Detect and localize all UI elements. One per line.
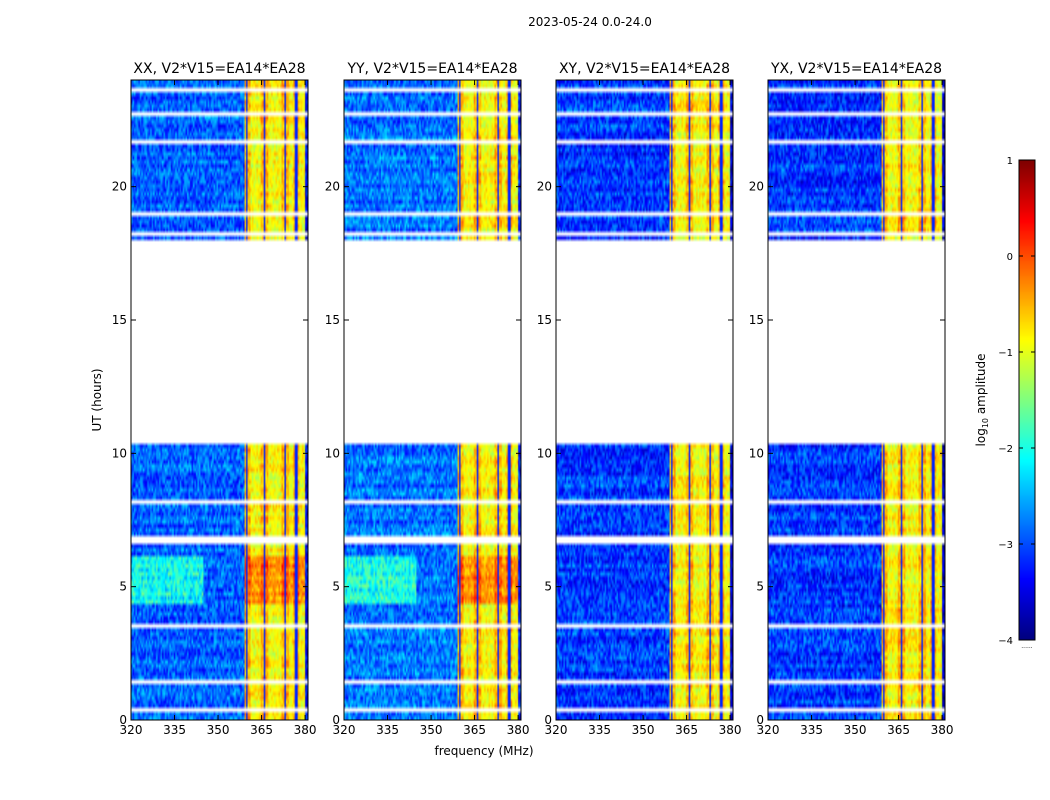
x-tick-label: 350: [207, 723, 230, 737]
x-tick-label: 350: [420, 723, 443, 737]
heatmap-image-1: [131, 80, 308, 720]
x-tick-label: 365: [250, 723, 273, 737]
y-tick-label: 20: [537, 180, 552, 194]
colorbar-tick-label: −1: [998, 348, 1013, 359]
y-tick-label: 10: [749, 446, 764, 460]
x-tick-label: 350: [632, 723, 655, 737]
panel-4: YX, V2*V15=EA14*EA28 320 335 350 365 380 0 5 10 1…: [749, 61, 954, 737]
x-tick-label: 320: [757, 723, 780, 737]
colorbar-label: log10 amplitude: [974, 354, 990, 447]
panel-title: XY, V2*V15=EA14*EA28: [559, 61, 730, 77]
y-tick-label: 5: [332, 580, 340, 594]
x-tick-label: 320: [333, 723, 356, 737]
y-tick-label: 20: [112, 180, 127, 194]
colorbar-label-log: log: [974, 428, 988, 446]
colorbar-tick-label: −4: [998, 636, 1013, 647]
y-tick-label: 15: [537, 313, 552, 327]
heatmap-image-4: [768, 80, 945, 720]
y-tick-label: 5: [119, 580, 127, 594]
panel-frame: [130, 79, 309, 721]
x-tick-label: 335: [588, 723, 611, 737]
y-tick-label: 10: [537, 446, 552, 460]
x-tick-label: 335: [376, 723, 399, 737]
x-tick-label: 365: [463, 723, 486, 737]
y-tick-label: 20: [325, 180, 340, 194]
panel-1: XX, V2*V15=EA14*EA28 320 335 350 365 380 0 5 10 1…: [112, 61, 317, 737]
colorbar-label-sub: 10: [981, 418, 990, 428]
x-tick-label: 380: [931, 723, 954, 737]
panel-title: YY, V2*V15=EA14*EA28: [346, 61, 517, 77]
colorbar-gradient: [1019, 160, 1035, 640]
panel-frame: [343, 79, 522, 721]
y-axis-label: UT (hours): [90, 368, 104, 431]
x-tick-label: 320: [545, 723, 568, 737]
panel-frame: [555, 79, 734, 721]
colorbar-tick-label: −3: [998, 540, 1013, 551]
panel-frame: [767, 79, 946, 721]
panel-3: XY, V2*V15=EA14*EA28 320 335 350 365 380 0 5 10 1…: [537, 61, 742, 737]
colorbar-frame: [1018, 159, 1036, 641]
y-tick-label: 0: [544, 713, 552, 727]
x-tick-label: 380: [294, 723, 317, 737]
x-tick-label: 320: [120, 723, 143, 737]
colorbar-tick-label: 0: [1007, 252, 1013, 263]
y-tick-label: 15: [112, 313, 127, 327]
panels: XX, V2*V15=EA14*EA28 320 335 350 365 380 0 5 10 1…: [112, 61, 954, 737]
x-tick-label: 380: [719, 723, 742, 737]
heatmap-image-3: [556, 80, 733, 720]
x-tick-label: 335: [800, 723, 823, 737]
y-tick-label: 0: [756, 713, 764, 727]
colorbar-note: ......: [1021, 643, 1033, 650]
y-tick-label: 10: [325, 446, 340, 460]
x-tick-label: 350: [844, 723, 867, 737]
y-tick-label: 15: [749, 313, 764, 327]
figure-suptitle: 2023-05-24 0.0-24.0: [528, 15, 652, 29]
y-tick-label: 0: [332, 713, 340, 727]
panel-title: XX, V2*V15=EA14*EA28: [133, 61, 305, 77]
x-tick-label: 365: [675, 723, 698, 737]
y-tick-label: 10: [112, 446, 127, 460]
y-tick-label: 15: [325, 313, 340, 327]
colorbar-tick-label: −2: [998, 444, 1013, 455]
panel-2: YY, V2*V15=EA14*EA28 320 335 350 365 380 0 5 10 1…: [325, 61, 530, 737]
y-tick-label: 5: [756, 580, 764, 594]
x-tick-label: 380: [507, 723, 530, 737]
y-tick-label: 20: [749, 180, 764, 194]
colorbar-label-text: amplitude: [974, 354, 988, 418]
x-tick-label: 335: [163, 723, 186, 737]
y-tick-label: 5: [544, 580, 552, 594]
panel-title: YX, V2*V15=EA14*EA28: [770, 61, 942, 77]
heatmap-image-2: [344, 80, 521, 720]
x-tick-label: 365: [887, 723, 910, 737]
y-tick-label: 0: [119, 713, 127, 727]
x-axis-label: frequency (MHz): [434, 744, 533, 758]
colorbar-tick-label: 1: [1007, 156, 1013, 167]
